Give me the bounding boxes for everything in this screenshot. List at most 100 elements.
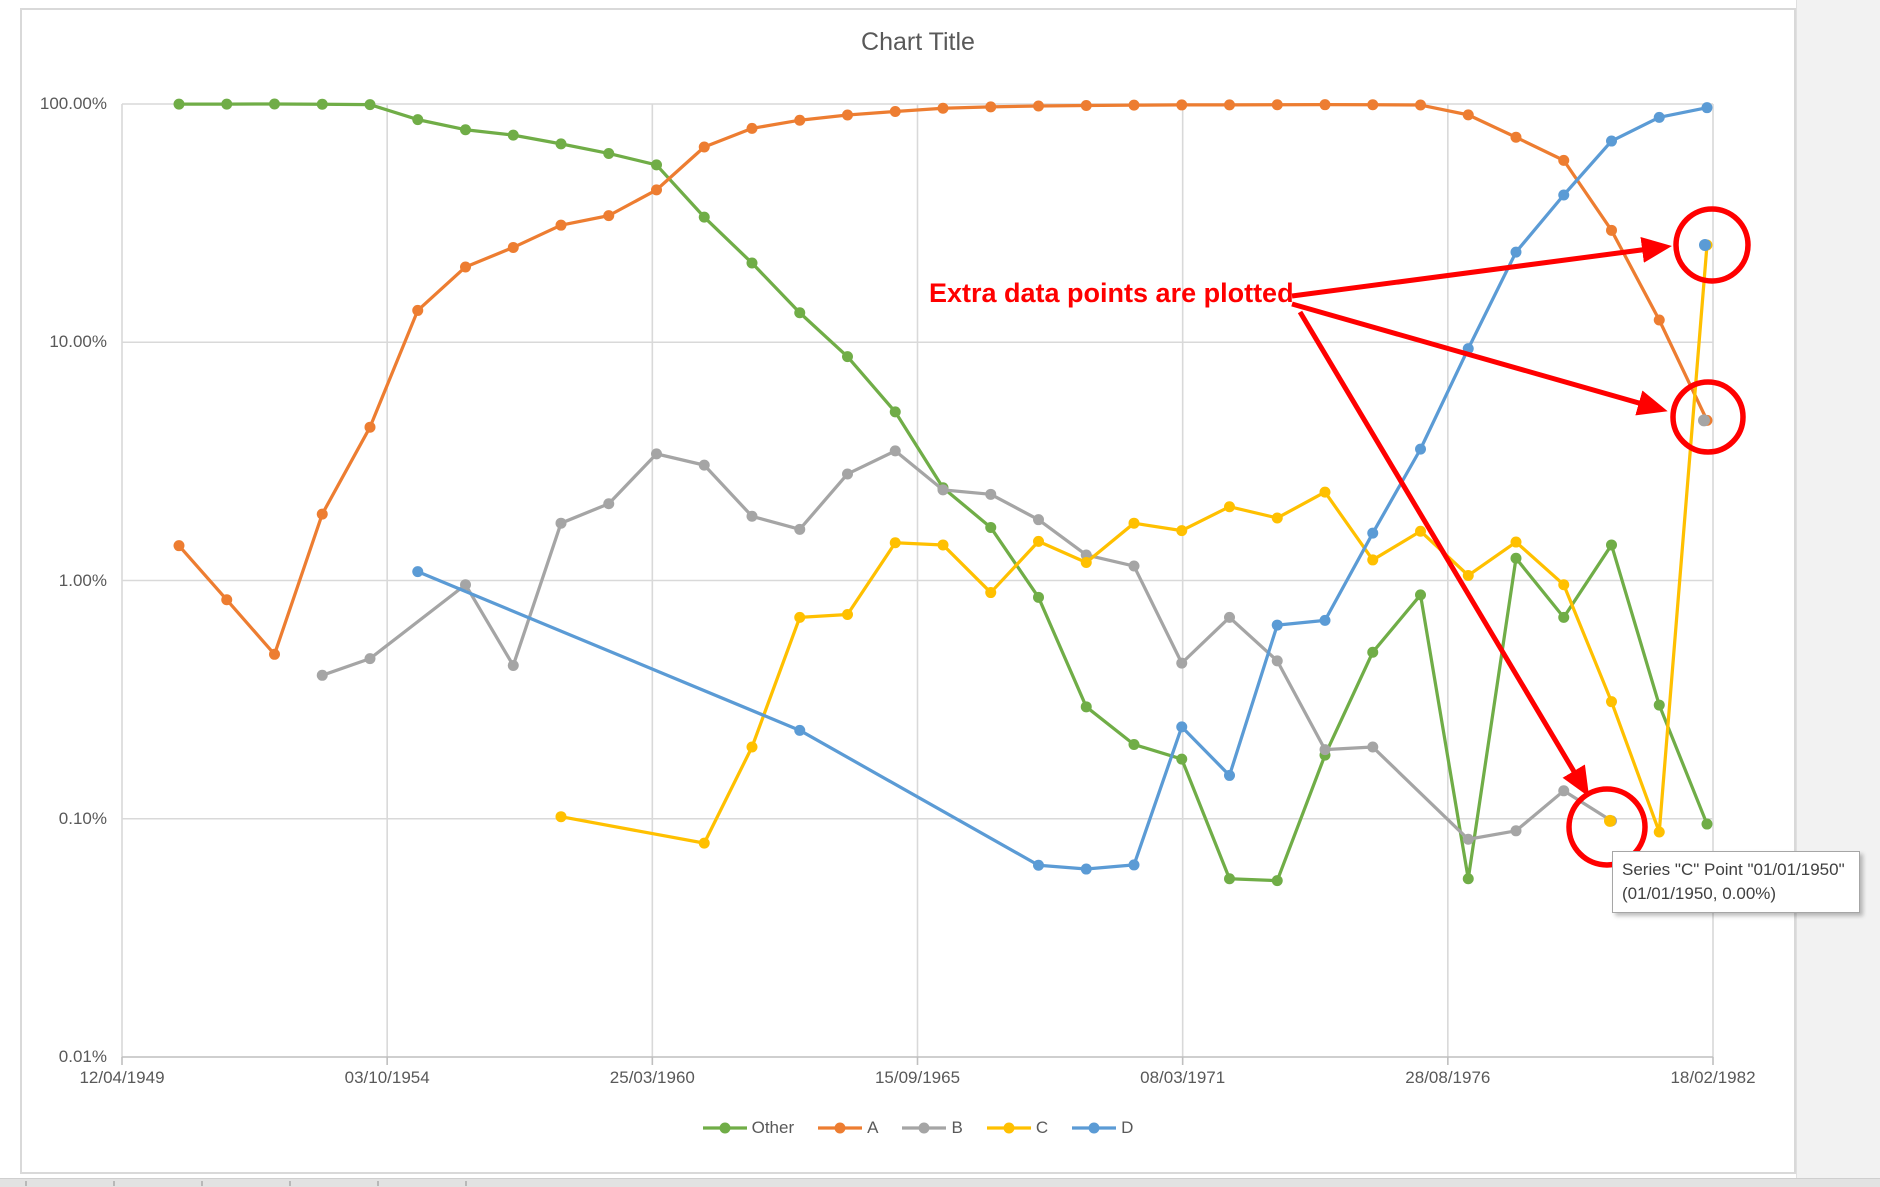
series-line-A[interactable] [177, 103, 1709, 656]
series-B-point-19[interactable] [1080, 549, 1092, 561]
series-Other-point-6[interactable] [460, 124, 471, 136]
series-B-point-29[interactable] [1558, 785, 1570, 797]
red-arrow-2[interactable] [1291, 301, 1668, 416]
series-D-point-24[interactable] [1319, 614, 1331, 626]
series-D-point-22[interactable] [1224, 769, 1235, 781]
series-line-C[interactable] [560, 244, 1709, 845]
series-B-point-6[interactable] [460, 579, 471, 591]
series-A-point-20[interactable] [1128, 99, 1140, 111]
series-A-point-27[interactable] [1462, 109, 1474, 121]
series-D-point-32[interactable] [1701, 102, 1713, 114]
series-Other-point-21[interactable] [1176, 753, 1188, 765]
series-A-point-9[interactable] [603, 210, 615, 222]
series-B-point-22[interactable] [1224, 611, 1235, 623]
series-Other-point-27[interactable] [1462, 873, 1474, 885]
series-B-point-27[interactable] [1462, 833, 1474, 845]
series-A-point-14[interactable] [842, 109, 853, 121]
legend-item-C[interactable]: C [986, 1118, 1048, 1138]
series-D-point-18[interactable] [1033, 859, 1044, 871]
series-A-point-25[interactable] [1367, 99, 1379, 111]
series-C-point-22[interactable] [1224, 501, 1235, 513]
series-D-point-23[interactable] [1271, 619, 1283, 631]
series-A-point-12[interactable] [746, 122, 758, 134]
series-A-point-15[interactable] [889, 106, 901, 118]
series-Other-point-13[interactable] [794, 307, 806, 319]
series-Other-point-12[interactable] [746, 257, 758, 269]
series-A-point-21[interactable] [1176, 99, 1188, 111]
series-Other-point-4[interactable] [364, 99, 376, 111]
series-B-point-18[interactable] [1033, 514, 1044, 526]
series-C-point-17[interactable] [985, 587, 997, 599]
series-B-point-4[interactable] [364, 653, 376, 665]
series-D-point-31[interactable] [1653, 111, 1665, 123]
series-D-point-26[interactable] [1415, 443, 1426, 455]
series-Other-point-32[interactable] [1701, 818, 1713, 830]
series-D-point-19[interactable] [1080, 863, 1092, 875]
series-Other-point-5[interactable] [412, 114, 424, 126]
series-Other-point-15[interactable] [889, 406, 901, 418]
extra-point-D[interactable] [1699, 238, 1711, 251]
chart-legend[interactable]: Other A B C D [0, 1118, 1836, 1138]
series-C-point-16[interactable] [937, 539, 949, 551]
series-C-point-28[interactable] [1510, 536, 1522, 548]
series-B-point-15[interactable] [889, 445, 901, 457]
series-C-point-23[interactable] [1271, 512, 1283, 524]
red-arrow-1[interactable] [1291, 236, 1672, 299]
series-Other-point-22[interactable] [1224, 873, 1235, 885]
series-Other-point-19[interactable] [1080, 701, 1092, 713]
series-B-point-20[interactable] [1128, 560, 1140, 572]
chart-title[interactable]: Chart Title [861, 28, 975, 56]
series-Other-point-3[interactable] [316, 98, 328, 110]
series-Other-point-11[interactable] [698, 211, 710, 223]
series-A-point-5[interactable] [412, 304, 424, 316]
series-D-point-20[interactable] [1128, 859, 1140, 871]
highlight-circle-1[interactable] [1673, 206, 1751, 284]
series-Other-point-26[interactable] [1415, 589, 1426, 601]
series-A-point-4[interactable] [364, 421, 376, 433]
series-A-point-26[interactable] [1415, 99, 1426, 111]
series-B-point-11[interactable] [698, 459, 710, 471]
series-C-point-31[interactable] [1653, 826, 1665, 838]
series-B-point-3[interactable] [316, 669, 328, 681]
series-A-point-0[interactable] [173, 540, 185, 552]
series-A-point-1[interactable] [221, 594, 233, 606]
series-B-point-17[interactable] [985, 488, 997, 500]
series-B-point-10[interactable] [651, 448, 662, 460]
extra-point-C[interactable] [1604, 814, 1616, 827]
legend-item-Other[interactable]: Other [702, 1118, 794, 1138]
series-A-point-6[interactable] [460, 261, 471, 273]
series-C-point-15[interactable] [889, 537, 901, 549]
series-A-point-17[interactable] [985, 101, 997, 113]
series-line-B[interactable] [321, 449, 1613, 841]
series-D-point-28[interactable] [1510, 246, 1522, 258]
series-D-point-30[interactable] [1606, 135, 1617, 147]
highlight-circle-2[interactable] [1670, 379, 1746, 455]
series-A-point-18[interactable] [1033, 100, 1044, 112]
series-C-point-27[interactable] [1462, 569, 1474, 581]
series-Other-point-17[interactable] [985, 521, 997, 533]
series-Other-point-10[interactable] [651, 159, 662, 171]
series-A-point-2[interactable] [269, 648, 280, 660]
series-A-point-23[interactable] [1271, 99, 1283, 111]
series-Other-point-9[interactable] [603, 147, 615, 159]
series-A-point-19[interactable] [1080, 99, 1092, 111]
series-D-point-5[interactable] [412, 566, 424, 578]
series-B-point-25[interactable] [1367, 741, 1379, 753]
legend-item-A[interactable]: A [818, 1118, 878, 1138]
series-D-point-25[interactable] [1367, 527, 1379, 539]
series-A-point-13[interactable] [794, 114, 806, 126]
series-C-point-20[interactable] [1128, 517, 1140, 529]
series-Other-point-23[interactable] [1271, 875, 1283, 887]
series-C-point-14[interactable] [842, 608, 853, 620]
series-C-point-26[interactable] [1415, 525, 1426, 537]
series-Other-point-31[interactable] [1653, 699, 1665, 711]
series-B-point-8[interactable] [555, 517, 567, 529]
series-D-point-13[interactable] [794, 724, 806, 736]
series-Other-point-20[interactable] [1128, 738, 1140, 750]
series-A-point-16[interactable] [937, 102, 949, 114]
series-A-point-28[interactable] [1510, 131, 1522, 143]
series-B-point-16[interactable] [937, 484, 949, 496]
series-Other-point-7[interactable] [507, 129, 519, 141]
series-C-point-11[interactable] [698, 837, 710, 849]
